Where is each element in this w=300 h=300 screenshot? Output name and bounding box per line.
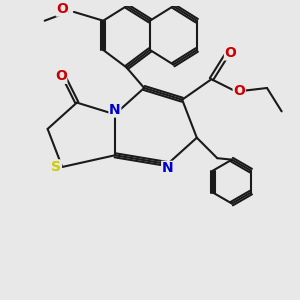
Text: O: O <box>233 84 245 98</box>
Text: S: S <box>51 160 62 174</box>
Text: N: N <box>162 161 173 176</box>
Text: O: O <box>224 46 236 60</box>
Text: N: N <box>109 103 121 117</box>
Text: O: O <box>55 69 67 83</box>
Text: O: O <box>56 2 68 16</box>
